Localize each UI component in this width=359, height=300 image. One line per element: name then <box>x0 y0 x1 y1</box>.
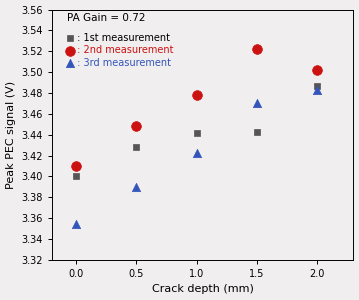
 : 3rd measurement: (1, 3.42): 3rd measurement: (1, 3.42) <box>194 151 200 156</box>
 : 3rd measurement: (0.5, 3.39): 3rd measurement: (0.5, 3.39) <box>133 184 139 189</box>
 : 2nd measurement: (1.5, 3.52): 2nd measurement: (1.5, 3.52) <box>254 47 260 52</box>
 : 3rd measurement: (2, 3.48): 3rd measurement: (2, 3.48) <box>314 88 320 92</box>
 : 3rd measurement: (0, 3.35): 3rd measurement: (0, 3.35) <box>73 222 79 227</box>
 : 1st measurement: (1, 3.44): 1st measurement: (1, 3.44) <box>194 130 200 135</box>
Y-axis label: Peak PEC signal (V): Peak PEC signal (V) <box>5 81 15 189</box>
X-axis label: Crack depth (mm): Crack depth (mm) <box>151 284 253 294</box>
 : 1st measurement: (1.5, 3.44): 1st measurement: (1.5, 3.44) <box>254 129 260 134</box>
 : 2nd measurement: (0, 3.41): 2nd measurement: (0, 3.41) <box>73 164 79 168</box>
 : 1st measurement: (0, 3.4): 1st measurement: (0, 3.4) <box>73 174 79 179</box>
 : 3rd measurement: (1.5, 3.47): 3rd measurement: (1.5, 3.47) <box>254 101 260 106</box>
Text: PA Gain = 0.72: PA Gain = 0.72 <box>67 13 145 23</box>
 : 2nd measurement: (1, 3.48): 2nd measurement: (1, 3.48) <box>194 93 200 98</box>
 : 2nd measurement: (0.5, 3.45): 2nd measurement: (0.5, 3.45) <box>133 124 139 129</box>
 : 1st measurement: (0.5, 3.43): 1st measurement: (0.5, 3.43) <box>133 145 139 150</box>
 : 1st measurement: (2, 3.49): 1st measurement: (2, 3.49) <box>314 83 320 88</box>
Legend:  : 1st measurement,  : 2nd measurement,  : 3rd measurement: : 1st measurement, : 2nd measurement, : … <box>66 32 175 69</box>
 : 2nd measurement: (2, 3.5): 2nd measurement: (2, 3.5) <box>314 68 320 72</box>
